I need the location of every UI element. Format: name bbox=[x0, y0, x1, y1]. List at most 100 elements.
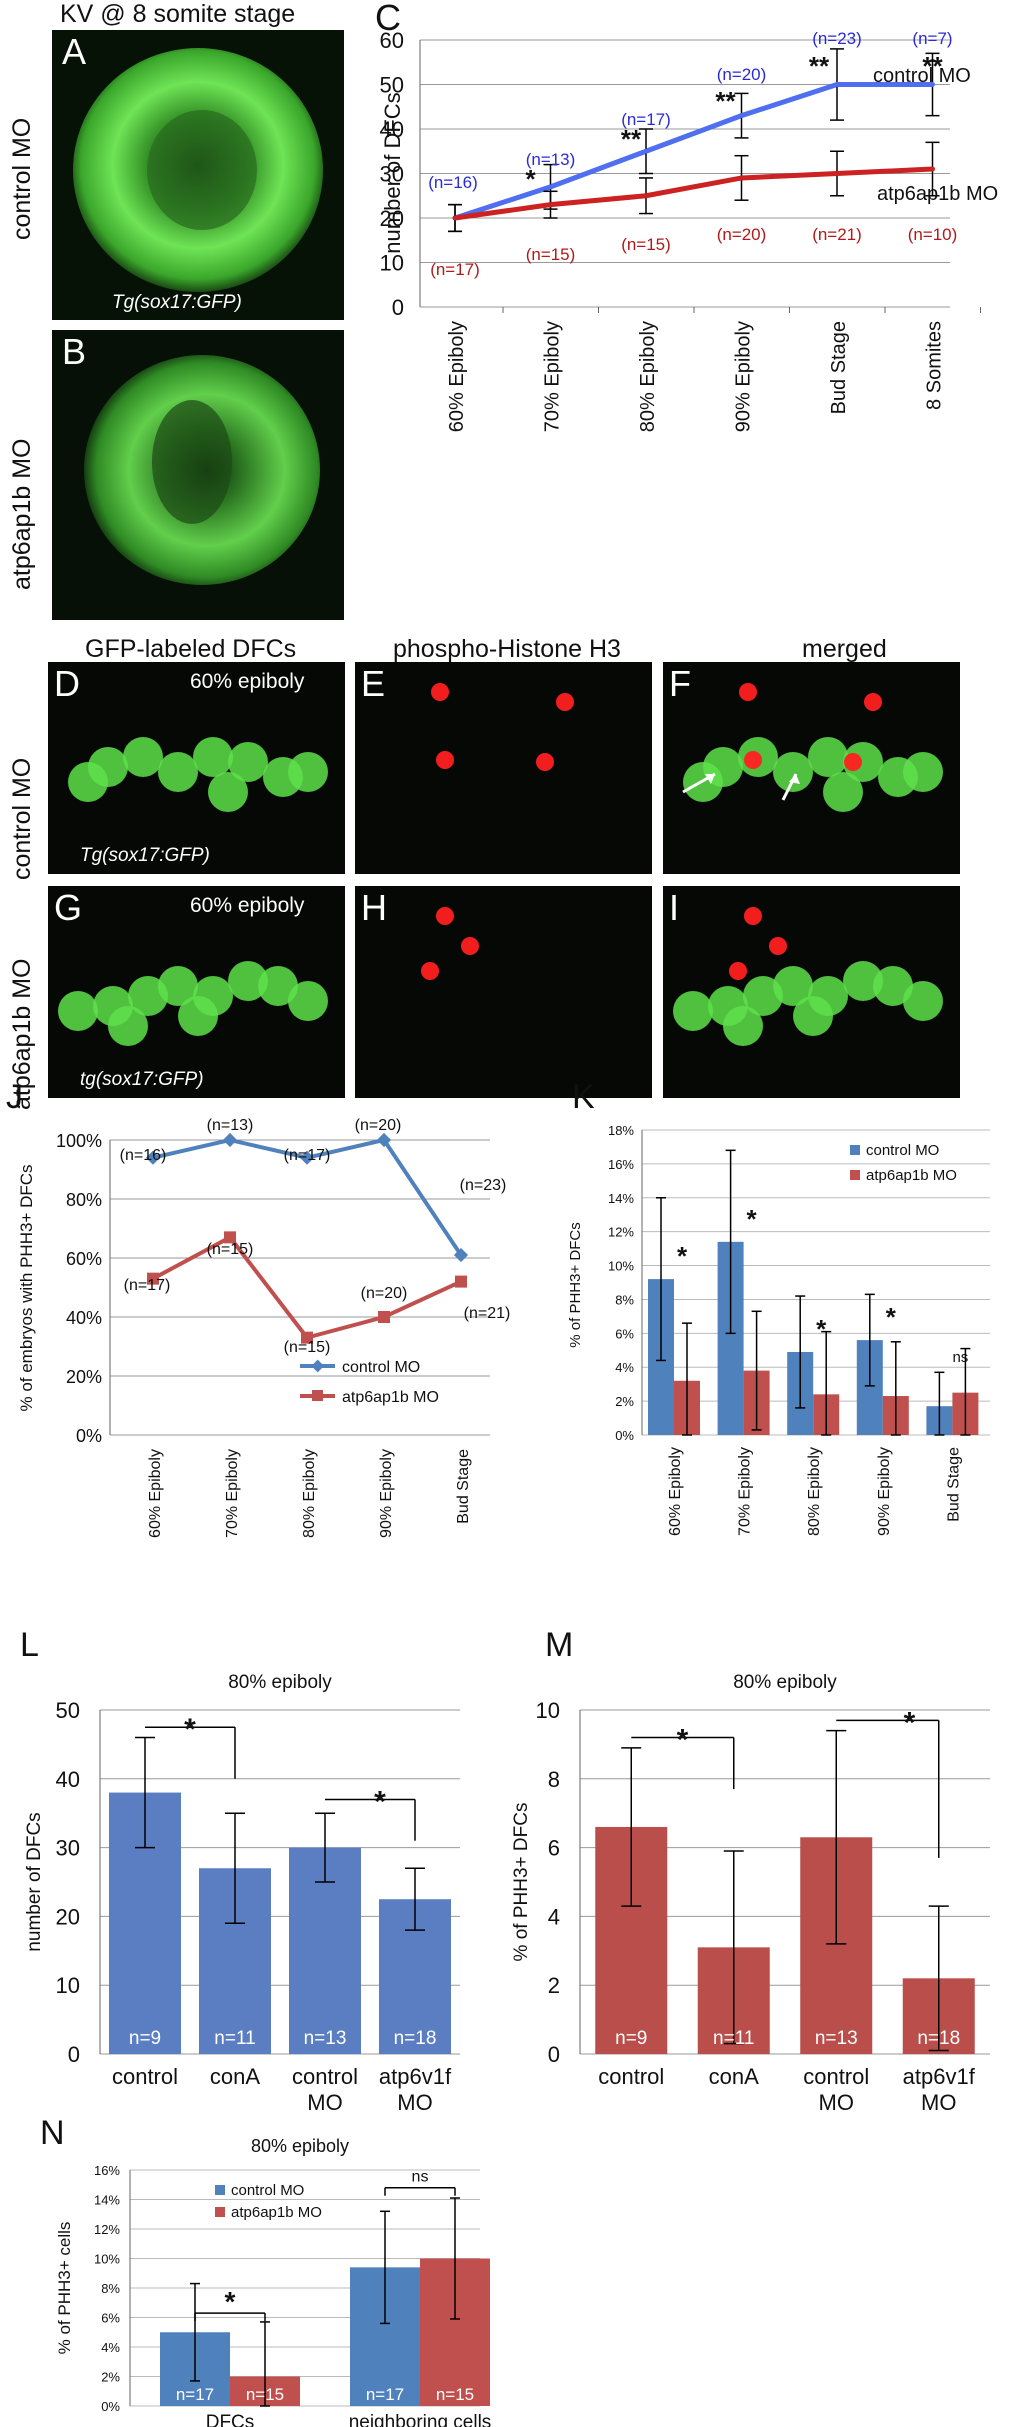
y-tick-label: 30 bbox=[380, 162, 404, 187]
y-axis-label: % of PHH3+ cells bbox=[55, 2222, 74, 2355]
gfp-cell bbox=[178, 996, 218, 1036]
n-label-atp6ap1b: (n=17) bbox=[430, 260, 480, 279]
y-tick-label: 30 bbox=[56, 1836, 80, 1861]
n-label-atp6ap1b: (n=17) bbox=[124, 1277, 171, 1294]
data-point bbox=[452, 215, 458, 221]
x-tick-label: MO bbox=[921, 2090, 956, 2115]
y-tick-label: 40 bbox=[380, 117, 404, 142]
y-tick-label: 40% bbox=[66, 1308, 102, 1328]
gfp-cell bbox=[208, 772, 248, 812]
x-tick-label: control bbox=[292, 2064, 358, 2089]
phh3-signal bbox=[461, 937, 479, 955]
legend-label-atp6ap1b: atp6ap1b MO bbox=[342, 1389, 439, 1406]
x-tick-label: neighboring cells bbox=[349, 2412, 492, 2427]
gfp-cell bbox=[793, 996, 833, 1036]
y-tick-label: 50 bbox=[56, 1698, 80, 1723]
micrograph-image bbox=[355, 662, 652, 874]
micrograph-background bbox=[355, 662, 652, 874]
x-tick-label: 70% Epiboly bbox=[542, 321, 564, 432]
x-tick-label: 60% Epiboly bbox=[446, 321, 468, 432]
n-label-control: (n=13) bbox=[526, 150, 576, 169]
n-label-control: (n=13) bbox=[207, 1117, 254, 1134]
x-tick-label: 90% Epiboly bbox=[876, 1447, 893, 1536]
micrograph-a-image bbox=[52, 30, 344, 320]
micrograph-image bbox=[663, 886, 960, 1098]
n-label-atp6ap1b: (n=20) bbox=[717, 225, 767, 244]
y-tick-label: 2 bbox=[548, 1973, 560, 1998]
legend-label-control: control MO bbox=[231, 2182, 304, 2199]
micrograph-b-image bbox=[52, 330, 344, 620]
stage-label: 60% epiboly bbox=[190, 894, 305, 917]
y-axis-label: % of embryos with PHH3+ DFCs bbox=[17, 1164, 36, 1411]
phh3-signal bbox=[556, 693, 574, 711]
y-tick-label: 60% bbox=[66, 1249, 102, 1269]
x-tick-label: control bbox=[803, 2064, 869, 2089]
col-header-merged: merged bbox=[802, 635, 887, 663]
n-label: n=11 bbox=[214, 2028, 255, 2049]
significance-marker: ** bbox=[621, 124, 642, 154]
y-tick-label: 12% bbox=[94, 2222, 120, 2237]
n-label-atp6ap1b: (n=21) bbox=[812, 225, 862, 244]
micrograph-e: E bbox=[355, 662, 652, 874]
n-label-control: (n=20) bbox=[717, 65, 767, 84]
legend-swatch-control bbox=[850, 1145, 860, 1155]
y-axis-label: number of DFCs bbox=[380, 92, 405, 253]
n-label-atp6ap1b: (n=10) bbox=[908, 225, 958, 244]
col-header-phh3: phospho-Histone H3 bbox=[393, 635, 621, 663]
x-tick-label: MO bbox=[819, 2090, 854, 2115]
y-tick-label: 8% bbox=[101, 2281, 120, 2296]
series-line-atp6ap1b bbox=[152, 1234, 462, 1340]
x-tick-label: control bbox=[598, 2064, 664, 2089]
y-tick-label: 4% bbox=[101, 2340, 120, 2355]
panel-letter-g: G bbox=[54, 887, 83, 928]
n-label-control: (n=16) bbox=[428, 173, 478, 192]
data-point bbox=[643, 193, 649, 199]
panel-letter-h: H bbox=[361, 887, 387, 928]
y-tick-label: 0 bbox=[68, 2042, 80, 2067]
n-label: n=18 bbox=[917, 2028, 960, 2049]
significance-marker: * bbox=[677, 1724, 689, 1757]
phh3-signal bbox=[729, 962, 747, 980]
significance-marker: * bbox=[525, 164, 536, 194]
chart-title: 80% epiboly bbox=[251, 2136, 349, 2156]
y-tick-label: 14% bbox=[608, 1191, 634, 1206]
legend-marker-atp6ap1b bbox=[312, 1390, 323, 1401]
arrow-pointer-head bbox=[789, 774, 800, 784]
legend-swatch-atp6ap1b bbox=[850, 1170, 860, 1180]
gfp-cell bbox=[193, 737, 233, 777]
panel-letter-b: B bbox=[62, 331, 87, 372]
gfp-cell bbox=[288, 981, 328, 1021]
x-tick-label: 90% Epiboly bbox=[733, 321, 755, 432]
y-tick-label: 18% bbox=[608, 1123, 634, 1138]
panel-letter-d: D bbox=[54, 663, 80, 704]
arrow-pointer-head bbox=[705, 774, 715, 784]
phh3-signal bbox=[536, 753, 554, 771]
y-tick-label: 4% bbox=[615, 1360, 634, 1375]
phh3-signal bbox=[431, 683, 449, 701]
data-point bbox=[739, 113, 744, 119]
micrograph-b: B bbox=[52, 330, 344, 620]
significance-marker: * bbox=[747, 1204, 758, 1234]
y-tick-label: 8 bbox=[548, 1767, 560, 1792]
gfp-cell bbox=[228, 742, 268, 782]
gfp-cell bbox=[673, 991, 713, 1031]
y-tick-label: 14% bbox=[94, 2193, 120, 2208]
y-tick-label: 60 bbox=[380, 28, 404, 53]
n-label: n=18 bbox=[394, 2028, 437, 2049]
phh3-signal bbox=[864, 693, 882, 711]
transgene-label: Tg(sox17:GFP) bbox=[80, 845, 210, 866]
x-tick-label: 80% Epiboly bbox=[301, 1449, 318, 1538]
y-tick-label: 0% bbox=[101, 2399, 120, 2414]
stage-label: 60% epiboly bbox=[190, 670, 305, 693]
x-tick-label: Bud Stage bbox=[828, 321, 850, 414]
chart-j: 0% 20% 40% 60% 80% 100% 60% Epiboly 70% Epiboly… bbox=[6, 1078, 510, 1538]
x-tick-label: 80% Epiboly bbox=[637, 321, 659, 432]
series-label-atp6ap1b: atp6ap1b MO bbox=[877, 183, 998, 205]
significance-marker: * bbox=[886, 1302, 897, 1332]
y-tick-label: 16% bbox=[608, 1157, 634, 1172]
x-tick-label: 70% Epiboly bbox=[737, 1447, 754, 1536]
y-tick-label: 0% bbox=[615, 1428, 634, 1443]
chart-m: 0246810n=9controln=11conAn=13controlMOn=… bbox=[511, 1626, 990, 2115]
series-label-control: control MO bbox=[873, 65, 971, 87]
panel-letter-l: L bbox=[20, 1626, 39, 1664]
